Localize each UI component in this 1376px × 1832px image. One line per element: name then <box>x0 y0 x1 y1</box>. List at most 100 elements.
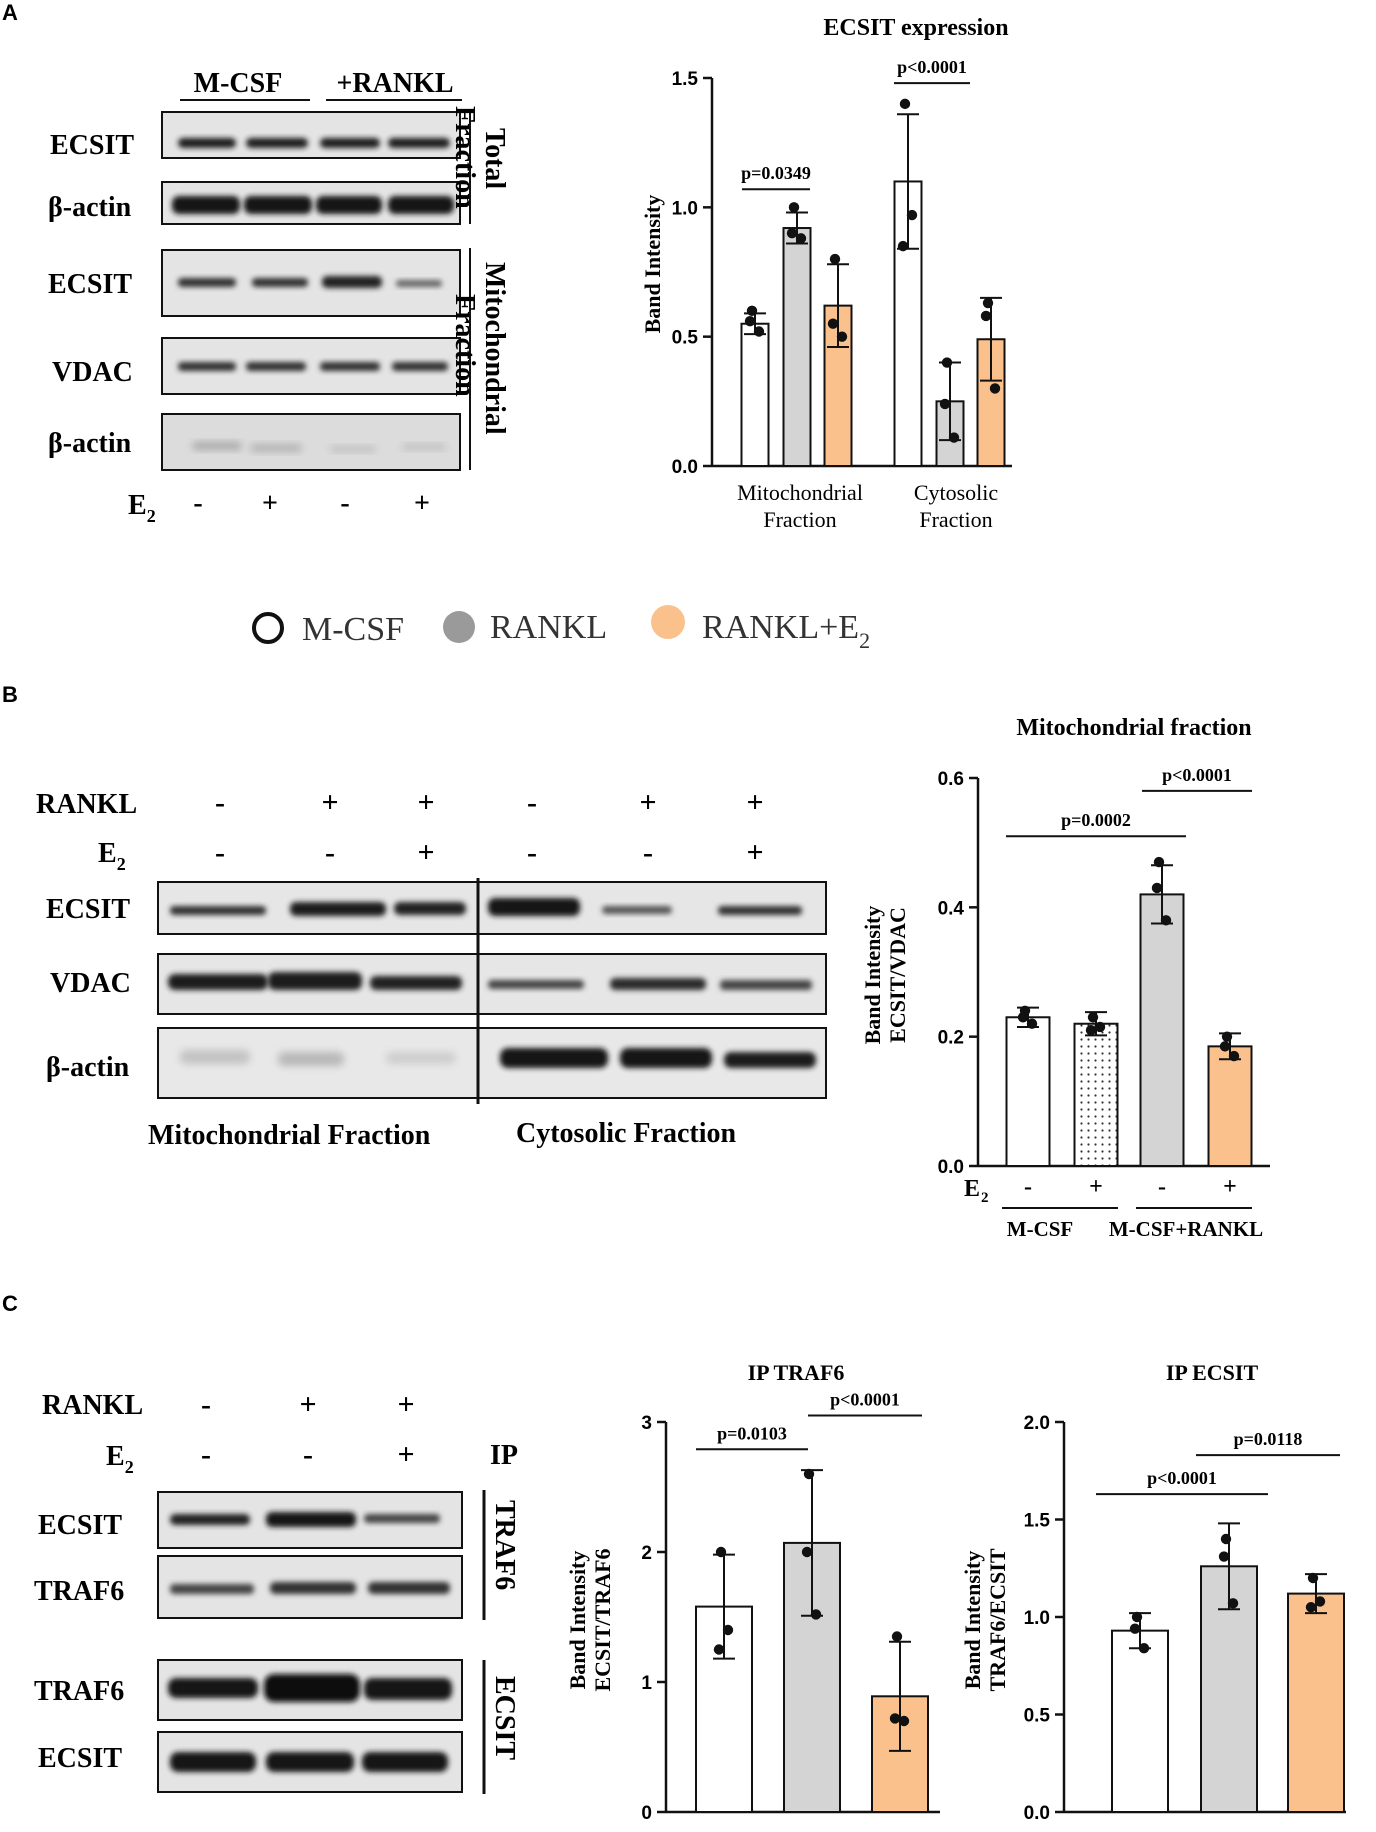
blot-c-rankl-signs: - + + <box>201 1388 415 1421</box>
data-point <box>898 1715 910 1727</box>
data-point <box>810 1609 822 1620</box>
p-value-label: p<0.0001 <box>897 57 967 77</box>
data-point <box>1017 1012 1029 1023</box>
p-value-label: p=0.0002 <box>1061 810 1131 830</box>
blot-b-row-label-ecsit: ECSIT <box>46 894 130 925</box>
blot-c-rankl-label: RANKL <box>42 1390 143 1421</box>
blot-b-strip-ecsit <box>157 881 827 935</box>
data-point <box>889 1713 901 1724</box>
data-point <box>982 297 994 309</box>
blot-a: M-CSF +RANKL ECSIT β-actin ECSIT VDAC β-… <box>48 68 510 526</box>
x-e2-label: E <box>964 1176 980 1202</box>
blot-c: RANKL E2 - + + - - + IP ECSIT TRAF6 TRAF… <box>34 1388 520 1794</box>
data-point <box>1129 1623 1141 1634</box>
bracket-mito-label: Mitochondrial Fraction <box>449 262 510 442</box>
p-value-label: p<0.0001 <box>1162 765 1232 785</box>
bar <box>740 322 770 467</box>
data-point <box>939 398 951 410</box>
data-point <box>1227 1598 1239 1609</box>
data-point <box>1153 856 1165 868</box>
blot-c-strip-3 <box>157 1659 463 1721</box>
blot-a-strip-1 <box>161 111 461 159</box>
e2-main-c: E <box>106 1441 125 1472</box>
chart-title: IP ECSIT <box>1166 1360 1259 1385</box>
y-axis-label-line: ECSIT/TRAF6 <box>590 1548 615 1691</box>
blot-b-rankl-sign: + <box>321 786 338 819</box>
data-point <box>1219 1041 1231 1052</box>
bracket-mito-line2: Fraction <box>449 294 480 397</box>
legend: M-CSF RANKL RANKL+E2 <box>252 605 870 653</box>
panel-label-a: A <box>2 0 18 25</box>
y-tick-label: 0.0 <box>1024 1803 1050 1824</box>
blot-c-strip-1 <box>157 1491 463 1549</box>
data-point <box>722 1624 734 1636</box>
blot-b-strip-bactin <box>157 1027 827 1099</box>
e2-sub-c: 2 <box>125 1457 134 1477</box>
bracket-total-label: Total Fraction <box>449 106 510 209</box>
blot-b-fraction-cyto: Cytosolic Fraction <box>516 1118 736 1149</box>
data-point <box>1085 1025 1097 1036</box>
data-point <box>1218 1551 1230 1562</box>
blot-a-row-label-bactin-mito: β-actin <box>48 428 132 459</box>
blot-b-e2-sign: - <box>325 836 335 869</box>
blot-a-row-label-bactin: β-actin <box>48 192 132 223</box>
ip-traf6-label: TRAF6 <box>489 1500 520 1590</box>
bar <box>1005 1016 1051 1167</box>
data-point <box>948 432 960 443</box>
legend-swatch-mcsf <box>252 612 284 644</box>
y-tick-label: 0.5 <box>672 328 699 349</box>
data-point <box>980 310 992 322</box>
y-axis-label-line: Band Intensity <box>960 1551 985 1690</box>
data-point <box>713 1644 725 1655</box>
y-tick-label: 0 <box>641 1803 652 1824</box>
blot-a-e2-sign-3: - <box>340 488 349 519</box>
blot-b-e2-sign: + <box>746 836 763 869</box>
blot-b-strip-vdac <box>157 953 827 1015</box>
data-point <box>836 331 848 342</box>
blot-b-e2-sign: - <box>643 836 653 869</box>
blot-a-e2-sign-4: + <box>414 488 430 519</box>
x-group-label: Mitochondrial <box>737 480 863 505</box>
e2-sub: 2 <box>147 506 156 526</box>
chart-ip-ecsit: 0.0 0.5 1.0 1.5 2.0 IP ECSIT Band IntensityTRA… <box>960 1360 1346 1824</box>
blot-b-rankl-label: RANKL <box>36 789 137 820</box>
blot-b: RANKL E2 - + + - + + - - + - - + ECSIT V… <box>36 786 827 1151</box>
data-point <box>1026 1018 1038 1029</box>
data-point <box>795 233 807 244</box>
y-tick-label: 0.2 <box>938 1028 964 1049</box>
x-group-label: Fraction <box>763 507 836 532</box>
data-point <box>753 326 765 337</box>
blot-a-e2-sign-2: + <box>262 488 278 519</box>
data-point <box>1160 915 1172 926</box>
data-point <box>906 209 918 221</box>
y-tick-label: 3 <box>641 1413 652 1434</box>
blot-c-rankl-sign: + <box>299 1388 316 1421</box>
group-label-mcsf: M-CSF <box>194 68 283 99</box>
blot-c-row-label-ecsit: ECSIT <box>38 1510 122 1541</box>
blot-c-e2-sign: - <box>201 1438 211 1471</box>
blot-c-row-label-traf6-2: TRAF6 <box>34 1676 124 1707</box>
chart-title: Mitochondrial fraction <box>1016 715 1251 741</box>
blot-c-strip-4 <box>157 1731 463 1793</box>
p-value-label: p<0.0001 <box>1147 1468 1217 1488</box>
bracket-mito-line1: Mitochondrial <box>479 262 510 435</box>
blot-b-rankl-signs: - + + - + + <box>215 786 764 819</box>
x-group-label: M-CSF <box>1007 1217 1074 1241</box>
legend-swatch-rankl <box>443 611 475 643</box>
data-point <box>891 1631 903 1642</box>
y-tick-label: 1.5 <box>672 69 699 90</box>
data-point <box>1307 1572 1319 1584</box>
bar <box>1207 1045 1253 1168</box>
blot-a-e2-sign-1: - <box>193 488 202 519</box>
blot-b-row-label-vdac: VDAC <box>50 968 131 999</box>
blot-b-rankl-sign: - <box>215 786 225 819</box>
blot-a-strip-4 <box>161 337 461 395</box>
y-axis-label-line: TRAF6/ECSIT <box>985 1548 1010 1691</box>
blot-c-rankl-sign: - <box>201 1388 211 1421</box>
y-axis-label-line: ECSIT/VDAC <box>885 907 910 1043</box>
y-axis-label: Band Intensity <box>640 195 665 334</box>
bar <box>782 227 812 467</box>
p-value-label: p=0.0103 <box>717 1423 787 1443</box>
blot-a-strip-5 <box>161 413 461 471</box>
blot-a-strip-2 <box>161 181 461 225</box>
